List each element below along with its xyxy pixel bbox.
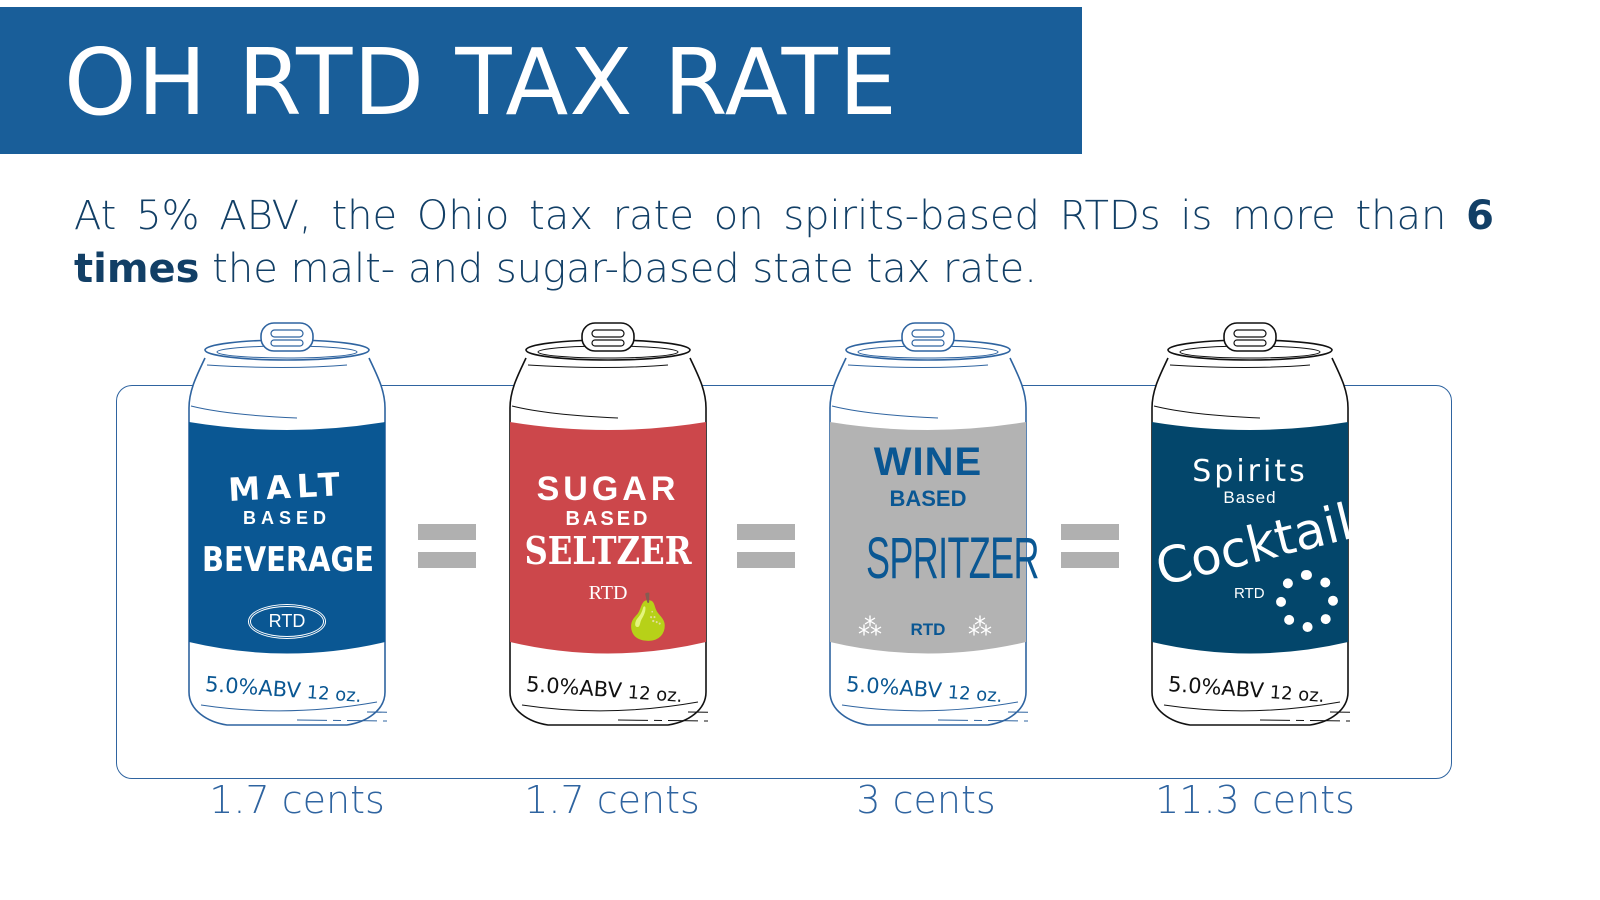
can-wine: WINE BASED SPRITZER RTD ⁂ ⁂ 5.0%ABV 12 oz… bbox=[828, 320, 1039, 730]
intro-text: At 5% ABV, the Ohio tax rate on spirits-… bbox=[74, 190, 1494, 296]
can-line1: WINE bbox=[873, 440, 983, 484]
can-malt: MALT BASED BEVERAGE RTD 5.0%ABV 12 oz. bbox=[187, 320, 387, 730]
title-banner: OH RTD TAX RATE bbox=[0, 7, 1082, 154]
can-line1: SUGAR bbox=[536, 470, 680, 508]
comparison-frame bbox=[116, 385, 1452, 779]
can-line3: SELTZER bbox=[524, 528, 692, 573]
rtd-badge: RTD bbox=[187, 604, 387, 639]
sunburst-icon bbox=[1276, 570, 1338, 632]
rtd-badge-text: RTD bbox=[1234, 585, 1265, 602]
can-line1: Spirits bbox=[1192, 454, 1308, 489]
can-sugar: SUGAR BASED SELTZER RTD 🍐 5.0%ABV 12 oz. bbox=[508, 320, 708, 730]
rtd-badge-text: RTD bbox=[910, 620, 946, 639]
can-line2: Based bbox=[1223, 488, 1277, 507]
intro-part2: the malt- and sugar-based state tax rate… bbox=[199, 246, 1037, 292]
size-value: 12 oz. bbox=[946, 682, 1004, 707]
tax-spirits: 11.3 cents bbox=[1155, 778, 1355, 822]
tax-wine: 3 cents bbox=[856, 778, 996, 822]
can-outline bbox=[188, 322, 387, 729]
can-label-band bbox=[510, 422, 706, 654]
can-spirits: Spirits Based Cocktail RTD 5.0%ABV 12 oz. bbox=[1150, 320, 1358, 730]
equals-icon bbox=[737, 524, 795, 568]
can-line2: BASED bbox=[565, 508, 651, 530]
intro-part1: At 5% ABV, the Ohio tax rate on spirits-… bbox=[74, 193, 1467, 239]
rtd-badge-text: RTD bbox=[247, 604, 327, 639]
can-outline bbox=[829, 322, 1028, 729]
page-title: OH RTD TAX RATE bbox=[64, 29, 898, 136]
can-outline bbox=[509, 322, 708, 729]
intro-bold: 6 times bbox=[74, 193, 1494, 292]
can-line2: BASED bbox=[242, 508, 331, 528]
size-value: 12 oz. bbox=[1268, 682, 1326, 707]
apple-pear-icon: 🍐 bbox=[620, 593, 676, 642]
tax-malt: 1.7 cents bbox=[209, 778, 385, 822]
can-label-band bbox=[830, 422, 1026, 654]
can-line2: BASED bbox=[889, 486, 967, 511]
equals-icon bbox=[418, 524, 476, 568]
grape-icon: ⁂ bbox=[968, 614, 992, 641]
can-outline bbox=[1151, 322, 1350, 729]
size-value: 12 oz. bbox=[305, 682, 363, 707]
size-value: 12 oz. bbox=[626, 682, 684, 707]
can-line3: SPRITZER bbox=[866, 526, 1039, 591]
can-label-band bbox=[189, 422, 385, 654]
grape-icon: ⁂ bbox=[858, 614, 882, 641]
rtd-badge-text: RTD bbox=[588, 582, 628, 604]
tax-sugar: 1.7 cents bbox=[524, 778, 700, 822]
can-line3: BEVERAGE bbox=[202, 540, 374, 580]
equals-icon bbox=[1061, 524, 1119, 568]
